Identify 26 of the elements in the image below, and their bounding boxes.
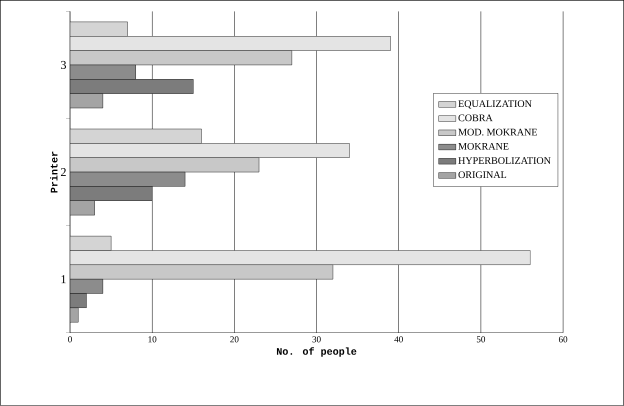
y-tick-label: 1 xyxy=(61,275,66,284)
bar xyxy=(70,158,260,172)
x-axis-title: No. of people xyxy=(276,347,356,357)
legend-label: MOD. MOKRANE xyxy=(458,128,537,136)
y-tick-label: 2 xyxy=(60,168,66,176)
legend-label: HYPERBOLIZATION xyxy=(458,157,551,164)
legend-label: MOKRANE xyxy=(458,143,508,150)
x-tick-label: 10 xyxy=(148,336,156,342)
legend-label: COBRA xyxy=(458,114,493,122)
legend-label: ORIGINAL xyxy=(458,172,506,178)
bar xyxy=(70,236,112,251)
x-tick-label: 20 xyxy=(230,336,239,342)
bar xyxy=(70,264,334,280)
bar xyxy=(70,128,202,144)
legend-label: EQUALIZATION xyxy=(458,100,532,109)
x-tick-label: 30 xyxy=(312,336,321,342)
x-tick-label: 40 xyxy=(394,336,403,342)
x-tick-label: 60 xyxy=(558,336,568,342)
bar xyxy=(70,50,292,66)
y-tick-label: 3 xyxy=(61,61,66,70)
x-tick-label: 0 xyxy=(68,336,72,342)
bar xyxy=(70,200,95,216)
bar xyxy=(70,94,104,108)
y-axis-title: Printer xyxy=(50,152,58,193)
x-tick-label: 50 xyxy=(476,336,486,342)
bar xyxy=(70,22,128,37)
